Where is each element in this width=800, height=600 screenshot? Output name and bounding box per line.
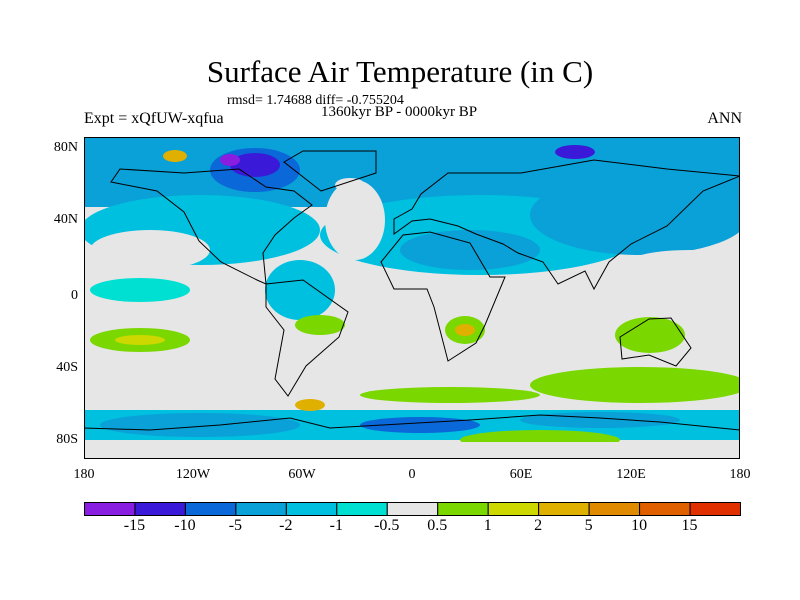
lat-label: 0 — [71, 288, 78, 303]
colorbar — [84, 502, 741, 516]
lat-label: 40N — [53, 212, 78, 227]
lon-label: 60E — [509, 467, 533, 482]
coastline-antarctica — [84, 414, 740, 431]
colorbar-label: -15 — [123, 517, 146, 534]
colorbar-box — [639, 502, 691, 516]
colorbar-label: -10 — [174, 517, 196, 534]
lon-label: 180 — [73, 467, 95, 482]
time-period: 1360kyr BP - 0000kyr BP — [321, 104, 478, 120]
colorbar-box — [487, 502, 540, 516]
colorbar-box — [588, 502, 641, 516]
colorbar-label: 15 — [681, 517, 698, 534]
colorbar-box — [285, 502, 338, 516]
temperature-map — [84, 137, 740, 459]
colorbar-box — [689, 502, 741, 516]
colorbar-label: 10 — [631, 517, 648, 534]
coastlines — [84, 150, 740, 431]
rmsd-diff-stats: rmsd= 1.74688 diff= -0.755204 — [227, 93, 404, 108]
colorbar-box — [386, 502, 439, 516]
colorbar-box — [184, 502, 237, 516]
colorbar-label: -1 — [329, 517, 343, 534]
coastline-south-america — [265, 279, 349, 397]
coastline-eurasia — [393, 159, 740, 291]
map-frame — [84, 137, 740, 459]
lon-label: 180 — [729, 467, 751, 482]
coastline-australia — [619, 317, 692, 367]
coastline-greenland — [283, 150, 377, 192]
lat-label: 80S — [56, 432, 78, 447]
season-label: ANN — [707, 110, 742, 127]
plot-title: Surface Air Temperature (in C) — [206, 54, 594, 89]
colorbar-box — [134, 502, 186, 516]
lon-label: 120E — [616, 467, 646, 482]
colorbar-label: -0.5 — [374, 517, 400, 534]
colorbar-box — [84, 502, 136, 516]
lat-label: 40S — [56, 360, 78, 375]
colorbar-box — [437, 502, 489, 516]
colorbar-label: 5 — [584, 517, 593, 534]
coastline-north-america — [110, 168, 313, 285]
colorbar-label: -2 — [279, 517, 293, 534]
colorbar-label: 2 — [534, 517, 543, 534]
colorbar-box — [336, 502, 388, 516]
coastline-africa — [380, 231, 506, 362]
lat-label: 80N — [53, 140, 78, 155]
lon-label: 60W — [288, 467, 316, 482]
field-fill — [84, 137, 740, 459]
lon-label: 0 — [408, 467, 416, 482]
colorbar-box — [538, 502, 590, 516]
colorbar-label: 1 — [483, 517, 492, 534]
colorbar-label: -5 — [228, 517, 243, 534]
lon-label: 120W — [175, 467, 211, 482]
colorbar-label: 0.5 — [427, 517, 448, 534]
colorbar-box — [235, 502, 287, 516]
experiment-label: Expt = xQfUW-xqfua — [84, 110, 224, 127]
